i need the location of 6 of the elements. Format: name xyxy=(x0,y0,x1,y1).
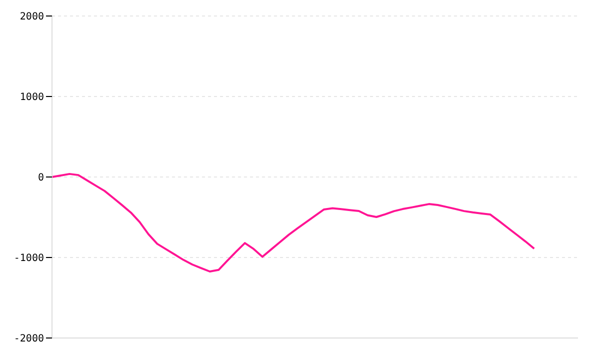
y-tick-label: 1000 xyxy=(20,92,44,104)
line-series xyxy=(51,172,536,273)
y-tick-label: 0 xyxy=(38,172,44,184)
y-tick-label: -2000 xyxy=(14,334,44,345)
y-tick-label: 2000 xyxy=(20,12,44,23)
y-tick-label: -1000 xyxy=(14,253,44,264)
